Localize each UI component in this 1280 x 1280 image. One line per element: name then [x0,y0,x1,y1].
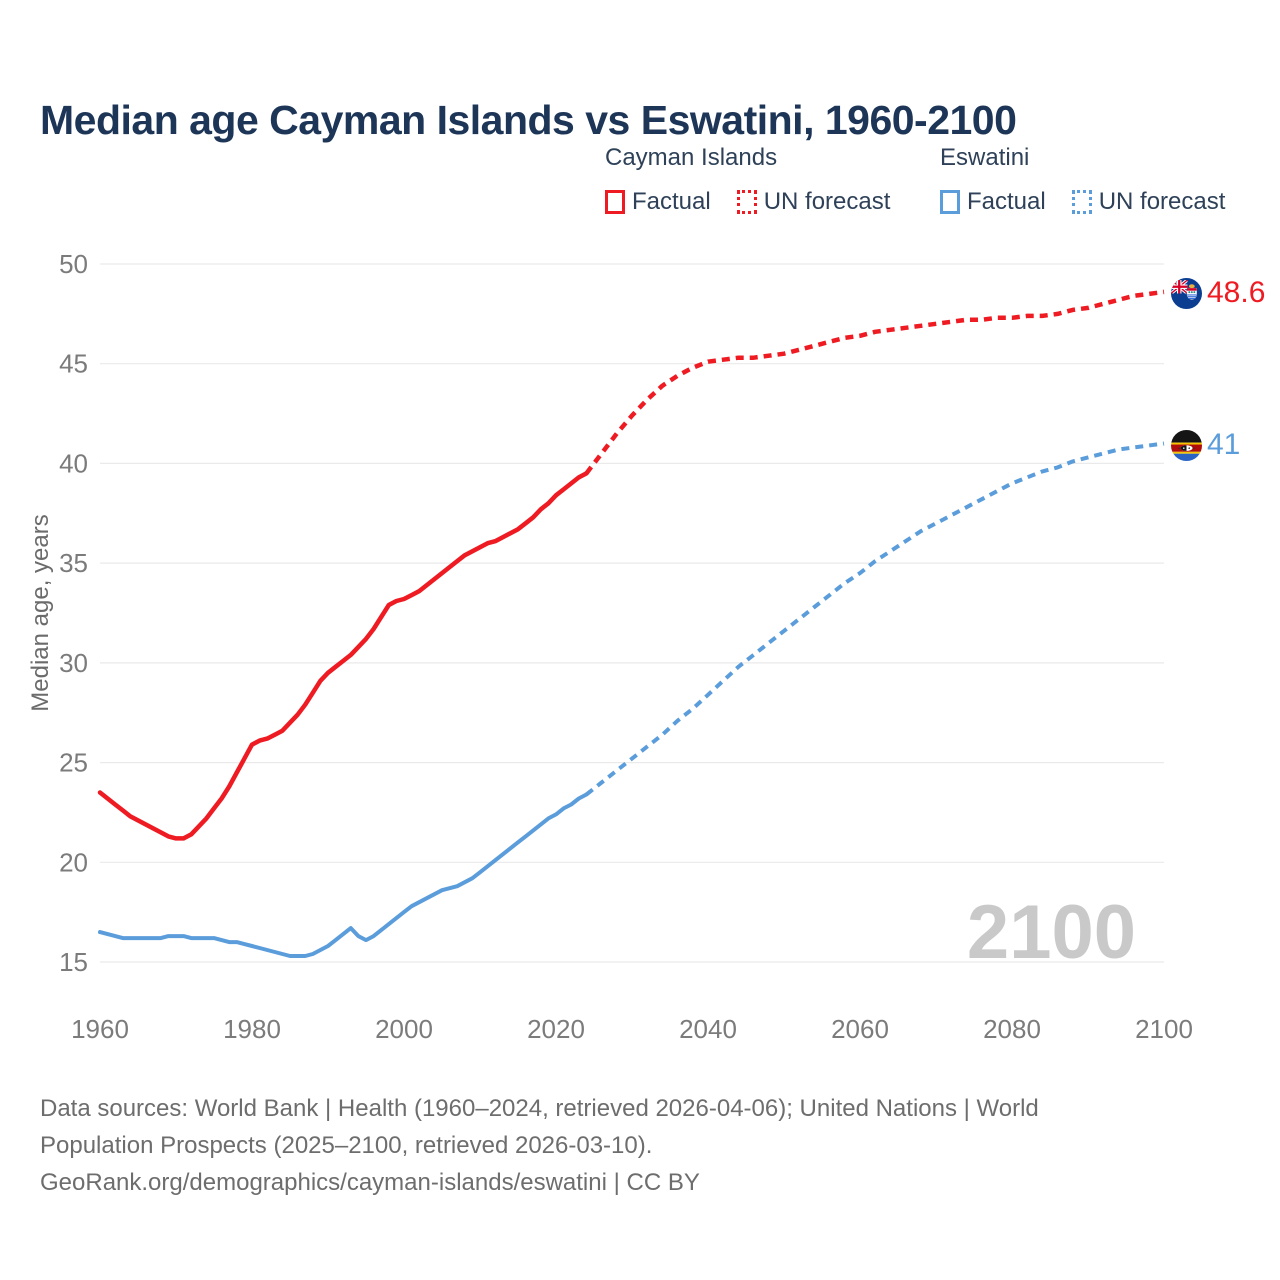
legend-item-cayman-factual: Factual [605,188,711,216]
legend-row: Factual UN forecast [605,188,890,216]
legend-item-eswatini-factual: Factual [940,188,1046,216]
x-tick-label: 2060 [831,1014,889,1044]
end-label-cayman: 48.6 [1171,276,1265,310]
series-line-cayman-islands-un-forecast [584,289,1165,475]
legend-item-eswatini-forecast: UN forecast [1071,188,1226,216]
legend-row: Factual UN forecast [940,188,1225,216]
legend-label: Factual [967,188,1046,215]
x-tick-label: 2020 [527,1014,585,1044]
y-tick-label: 30 [59,648,88,678]
y-tick-label: 15 [59,947,88,977]
end-value-eswatini: 41 [1207,428,1241,461]
legend-label: Factual [632,188,711,215]
x-tick-label: 1980 [223,1014,281,1044]
eswatini-shield [1177,444,1196,451]
y-tick-label: 40 [59,448,88,478]
page-title: Median age Cayman Islands vs Eswatini, 1… [40,97,1017,144]
x-tick-label: 2040 [679,1014,737,1044]
watermark-year: 2100 [967,890,1136,975]
series-line-eswatini-un-forecast [585,441,1165,797]
x-tick-label: 2100 [1135,1014,1193,1044]
footer-line-3: GeoRank.org/demographics/cayman-islands/… [40,1169,700,1196]
cayman-islands-flag-icon [1171,277,1202,309]
footer-line-1: Data sources: World Bank | Health (1960–… [40,1095,1039,1122]
footer-line-2: Population Prospects (2025–2100, retriev… [40,1132,653,1159]
legend-swatch-dotted-red [736,190,757,214]
y-tick-label: 35 [59,548,88,578]
y-tick-label: 20 [59,847,88,877]
x-tick-label: 2080 [983,1014,1041,1044]
series-line-eswatini-factual [98,792,589,958]
legend-item-cayman-forecast: UN forecast [736,188,891,216]
legend-group-cayman: Cayman Islands Factual UN forecast [605,144,890,216]
x-tick-label: 1960 [71,1014,129,1044]
legend-group-eswatini: Eswatini Factual UN forecast [940,144,1225,216]
legend-label: UN forecast [1098,188,1226,215]
legend-group-title: Cayman Islands [605,144,778,171]
y-tick-label: 45 [59,349,88,379]
y-tick-label: 50 [59,249,88,279]
eswatini-flag-icon [1171,429,1202,461]
legend-swatch-solid-red [605,190,625,214]
end-value-cayman: 48.6 [1207,276,1266,309]
legend-swatch-solid-blue [940,190,960,214]
legend-group-title: Eswatini [940,144,1030,171]
end-label-eswatini: 41 [1171,428,1240,462]
series-line-cayman-islands-factual [97,471,589,841]
data-sources-footer: Data sources: World Bank | Health (1960–… [40,1090,1220,1201]
legend-swatch-dotted-blue [1071,190,1092,214]
y-tick-label: 25 [59,748,88,778]
cayman-crest [1186,283,1197,300]
x-tick-label: 2000 [375,1014,433,1044]
legend-label: UN forecast [763,188,891,215]
y-axis-title: Median age, years [27,514,54,711]
